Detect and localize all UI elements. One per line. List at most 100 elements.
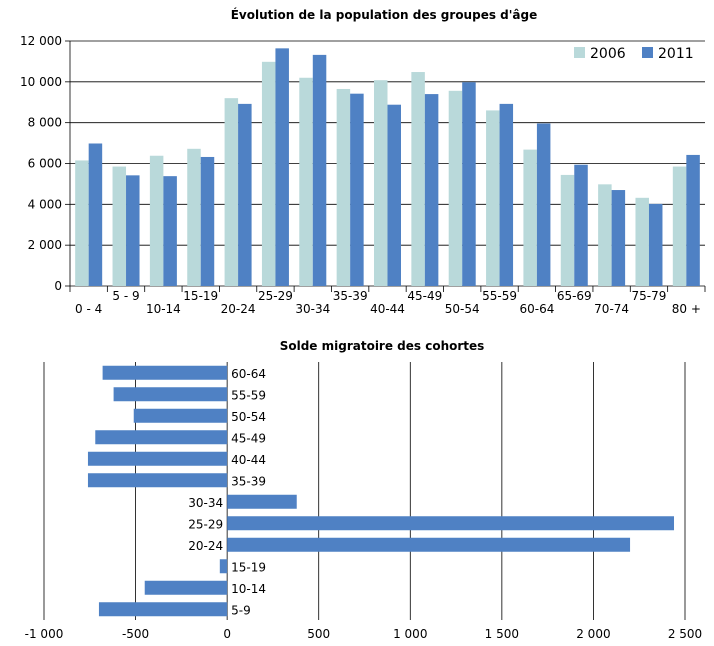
- population-bars: [75, 48, 700, 287]
- x-tick-label: 1 000: [393, 627, 427, 641]
- population-y-ticks: 0 2 000 4 000 6 000 8 000 10 000 12 000: [20, 34, 62, 293]
- x-tick-label: 45-49: [407, 289, 442, 303]
- x-tick-label: 75-79: [632, 289, 667, 303]
- x-tick-label: 2 500: [668, 627, 702, 641]
- bar-30-34: [227, 494, 297, 509]
- y-tick-label: 8 000: [28, 116, 62, 130]
- population-chart: Évolution de la population des groupes d…: [20, 7, 706, 316]
- migration-x-ticks: -1 000 -500 0 500 1 000 1 500 2 000 2 500: [25, 627, 703, 641]
- bar-2006-0-4: [75, 160, 89, 286]
- migration-gridlines: [43, 362, 686, 620]
- x-tick-label: 80 +: [672, 302, 701, 316]
- x-tick-label: -500: [122, 627, 149, 641]
- bar-10-14: [144, 580, 228, 595]
- x-tick-label: -1 000: [25, 627, 64, 641]
- bar-35-39: [87, 473, 228, 488]
- x-tick-label: 0: [223, 627, 231, 641]
- bar-2011-20-24: [238, 103, 252, 286]
- x-tick-label: 1 500: [485, 627, 519, 641]
- migration-chart: Solde migratoire des cohortes 60-64 55-59…: [25, 339, 703, 641]
- bar-2006-45-49: [411, 72, 425, 287]
- bar-2011-60-64: [536, 123, 551, 286]
- population-legend: 2006 2011: [574, 46, 694, 62]
- y-tick-label: 10 000: [20, 75, 62, 89]
- bar-25-29: [227, 516, 675, 531]
- migration-chart-title: Solde migratoire des cohortes: [280, 339, 485, 353]
- bar-2011-40-44: [387, 104, 401, 286]
- category-label: 10-14: [231, 582, 266, 596]
- population-chart-title: Évolution de la population des groupes d…: [231, 7, 538, 22]
- bar-40-44: [87, 451, 228, 466]
- population-x-ticks: 0 - 4 5 - 9 10-1415-1920-2425-2930-3435-39…: [69, 286, 706, 316]
- bar-2006-25-29: [261, 61, 276, 287]
- category-label: 55-59: [231, 388, 266, 402]
- x-tick-label: 70-74: [594, 302, 629, 316]
- bar-2011-5-9: [126, 175, 140, 286]
- bar-2011-65-69: [574, 164, 588, 286]
- y-tick-label: 12 000: [20, 34, 62, 48]
- category-label: 40-44: [231, 453, 266, 467]
- bar-2011-55-59: [499, 103, 514, 286]
- bar-2006-80+: [672, 166, 687, 286]
- bar-2006-20-24: [224, 98, 239, 287]
- bar-2011-75-79: [648, 203, 663, 286]
- migration-bars: [87, 365, 675, 617]
- category-label: 30-34: [188, 496, 223, 510]
- bar-2006-5-9: [112, 166, 127, 286]
- y-tick-label: 6 000: [28, 157, 62, 171]
- bar-2011-80+: [686, 154, 700, 286]
- bar-50-54: [133, 408, 228, 423]
- bar-2011-0-4: [88, 143, 103, 286]
- category-label: 25-29: [188, 517, 223, 531]
- y-tick-label: 0: [54, 279, 62, 293]
- bar-2011-35-39: [350, 93, 364, 286]
- legend-swatch-2006: [574, 47, 585, 58]
- category-label: 20-24: [188, 539, 223, 553]
- x-tick-label: 15-19: [183, 289, 218, 303]
- x-tick-label: 2 000: [576, 627, 610, 641]
- x-tick-label: 40-44: [370, 302, 405, 316]
- bar-2011-15-19: [200, 156, 215, 286]
- category-label: 45-49: [231, 431, 266, 445]
- legend-label-2006: 2006: [590, 46, 626, 62]
- bar-2011-30-34: [312, 54, 327, 287]
- category-label: 35-39: [231, 474, 266, 488]
- category-label: 15-19: [231, 560, 266, 574]
- y-tick-label: 2 000: [28, 238, 62, 252]
- bar-2006-10-14: [149, 155, 164, 286]
- category-label: 50-54: [231, 410, 266, 424]
- legend-swatch-2011: [642, 47, 653, 58]
- bar-2011-45-49: [424, 94, 439, 286]
- x-tick-label: 500: [307, 627, 330, 641]
- bar-55-59: [113, 387, 228, 402]
- x-tick-label: 25-29: [258, 289, 293, 303]
- migration-category-labels: 60-64 55-59 50-54 45-49 40-44 35-39 30-34 25-29…: [188, 367, 266, 618]
- x-tick-label: 20-24: [221, 302, 256, 316]
- bar-20-24: [227, 537, 631, 552]
- bar-45-49: [95, 430, 228, 445]
- x-tick-label: 60-64: [519, 302, 554, 316]
- x-tick-label: 35-39: [333, 289, 368, 303]
- x-tick-label: 65-69: [557, 289, 592, 303]
- category-label: 60-64: [231, 367, 266, 381]
- bar-2011-50-54: [462, 82, 476, 286]
- bar-2006-50-54: [448, 90, 463, 286]
- bar-2006-35-39: [336, 88, 351, 287]
- bar-2006-65-69: [560, 174, 575, 286]
- bar-2006-75-79: [635, 197, 649, 286]
- bar-2006-40-44: [374, 80, 388, 286]
- bar-2006-55-59: [486, 110, 500, 287]
- x-tick-label: 0 - 4: [75, 302, 102, 316]
- x-tick-label: 5 - 9: [112, 289, 139, 303]
- bar-60-64: [102, 365, 228, 380]
- bar-2011-70-74: [611, 190, 626, 286]
- bar-15-19: [219, 559, 228, 574]
- bar-5-9: [98, 602, 228, 617]
- bar-2006-60-64: [523, 149, 537, 286]
- legend-label-2011: 2011: [658, 46, 694, 62]
- y-tick-label: 4 000: [28, 197, 62, 211]
- bar-2006-30-34: [299, 77, 313, 286]
- bar-2011-10-14: [163, 176, 177, 286]
- x-tick-label: 55-59: [482, 289, 517, 303]
